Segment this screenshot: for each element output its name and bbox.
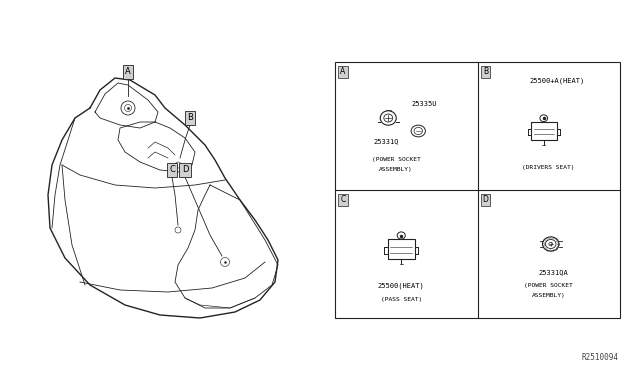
Text: C: C [340,196,346,205]
Text: (POWER SOCKET: (POWER SOCKET [372,157,420,161]
Text: A: A [340,67,346,77]
Text: ASSEMBLY): ASSEMBLY) [380,167,413,171]
Text: 25335U: 25335U [412,101,437,107]
Text: 25331Q: 25331Q [374,138,399,144]
Text: 25500(HEAT): 25500(HEAT) [378,283,424,289]
Text: A: A [125,67,131,77]
Text: D: D [182,166,188,174]
Text: (POWER SOCKET: (POWER SOCKET [524,283,573,289]
Text: C: C [169,166,175,174]
Text: (PASS SEAT): (PASS SEAT) [381,296,422,301]
Text: B: B [483,67,488,77]
Text: 25500+A(HEAT): 25500+A(HEAT) [529,78,584,84]
Bar [388,239,415,259]
Text: (DRIVERS SEAT): (DRIVERS SEAT) [522,166,575,170]
Bar [531,122,557,140]
Text: 25331QA: 25331QA [539,269,568,275]
Bar [335,62,620,318]
Text: B: B [187,113,193,122]
Text: R2510094: R2510094 [581,353,618,362]
Text: ASSEMBLY): ASSEMBLY) [532,294,566,298]
Text: D: D [483,196,488,205]
